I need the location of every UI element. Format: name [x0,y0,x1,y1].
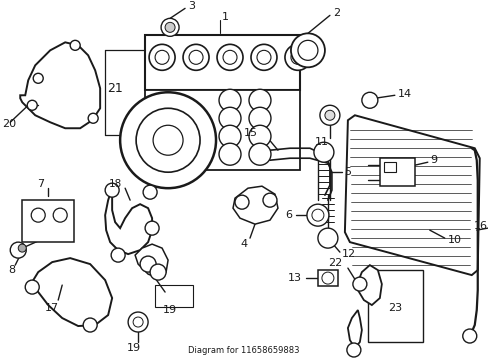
Circle shape [306,204,328,226]
Text: 5: 5 [343,167,350,177]
Circle shape [31,208,45,222]
Circle shape [217,44,243,70]
Text: 15: 15 [244,128,258,138]
Bar [145,90,299,170]
Circle shape [248,107,270,129]
Circle shape [219,107,241,129]
Circle shape [219,125,241,147]
Circle shape [248,143,270,165]
Text: 2: 2 [332,8,339,18]
Polygon shape [233,186,277,224]
Circle shape [290,50,305,64]
Circle shape [257,50,270,64]
Polygon shape [344,115,479,275]
Text: 19: 19 [127,343,141,353]
Polygon shape [30,258,112,326]
Bar [155,285,193,307]
Text: 16: 16 [473,221,487,231]
Text: 3: 3 [188,1,195,12]
Circle shape [53,208,67,222]
Circle shape [189,50,203,64]
Circle shape [161,18,179,36]
Text: 11: 11 [314,137,328,147]
Text: 21: 21 [107,82,122,95]
Polygon shape [135,244,168,278]
Text: 20: 20 [2,119,16,129]
Circle shape [462,329,476,343]
Text: 14: 14 [397,89,411,99]
Text: 4: 4 [240,239,247,249]
Circle shape [235,195,248,209]
Bar [22,200,74,242]
Text: 9: 9 [429,155,436,165]
Circle shape [248,89,270,111]
Circle shape [83,318,97,332]
Circle shape [263,193,276,207]
Text: 18: 18 [108,179,122,189]
Circle shape [10,242,26,258]
Circle shape [153,125,183,155]
Text: 19: 19 [163,305,177,315]
Bar [379,158,414,186]
Bar [383,162,395,172]
Circle shape [223,50,237,64]
Circle shape [18,244,26,252]
Text: 23: 23 [387,303,401,313]
Circle shape [183,44,208,70]
Circle shape [346,343,360,357]
Circle shape [311,209,323,221]
Circle shape [25,280,39,294]
Circle shape [145,221,159,235]
Text: 8: 8 [9,265,16,275]
Text: 10: 10 [447,235,461,245]
Circle shape [105,183,119,197]
Text: Diagram for 11658659883: Diagram for 11658659883 [188,346,299,355]
Circle shape [361,92,377,108]
Text: 12: 12 [341,249,355,259]
Circle shape [250,44,276,70]
Circle shape [70,40,80,50]
Circle shape [219,143,241,165]
Text: 22: 22 [327,258,341,268]
Circle shape [136,108,200,172]
Text: 6: 6 [285,210,291,220]
Text: 17: 17 [45,303,59,313]
Circle shape [149,44,175,70]
Polygon shape [347,310,361,348]
Circle shape [27,100,37,110]
Circle shape [128,312,148,332]
Bar [317,270,337,286]
Circle shape [290,33,324,67]
Circle shape [33,73,43,83]
Circle shape [319,105,339,125]
Polygon shape [20,42,100,128]
Circle shape [150,264,166,280]
Text: 7: 7 [37,179,44,189]
Text: 13: 13 [287,273,301,283]
Text: 1: 1 [222,12,228,22]
Polygon shape [357,265,381,305]
Circle shape [297,40,317,60]
Circle shape [88,113,98,123]
Circle shape [248,125,270,147]
Circle shape [165,22,175,32]
Circle shape [321,272,333,284]
Circle shape [111,248,125,262]
Circle shape [317,228,337,248]
Circle shape [285,44,310,70]
Circle shape [352,277,366,291]
Circle shape [219,89,241,111]
Circle shape [324,110,334,120]
Circle shape [140,256,156,272]
Circle shape [120,92,216,188]
Circle shape [143,185,157,199]
Circle shape [155,50,169,64]
Circle shape [133,317,143,327]
Bar [367,270,422,342]
Bar [145,35,299,90]
Circle shape [313,142,333,162]
Polygon shape [105,188,152,254]
